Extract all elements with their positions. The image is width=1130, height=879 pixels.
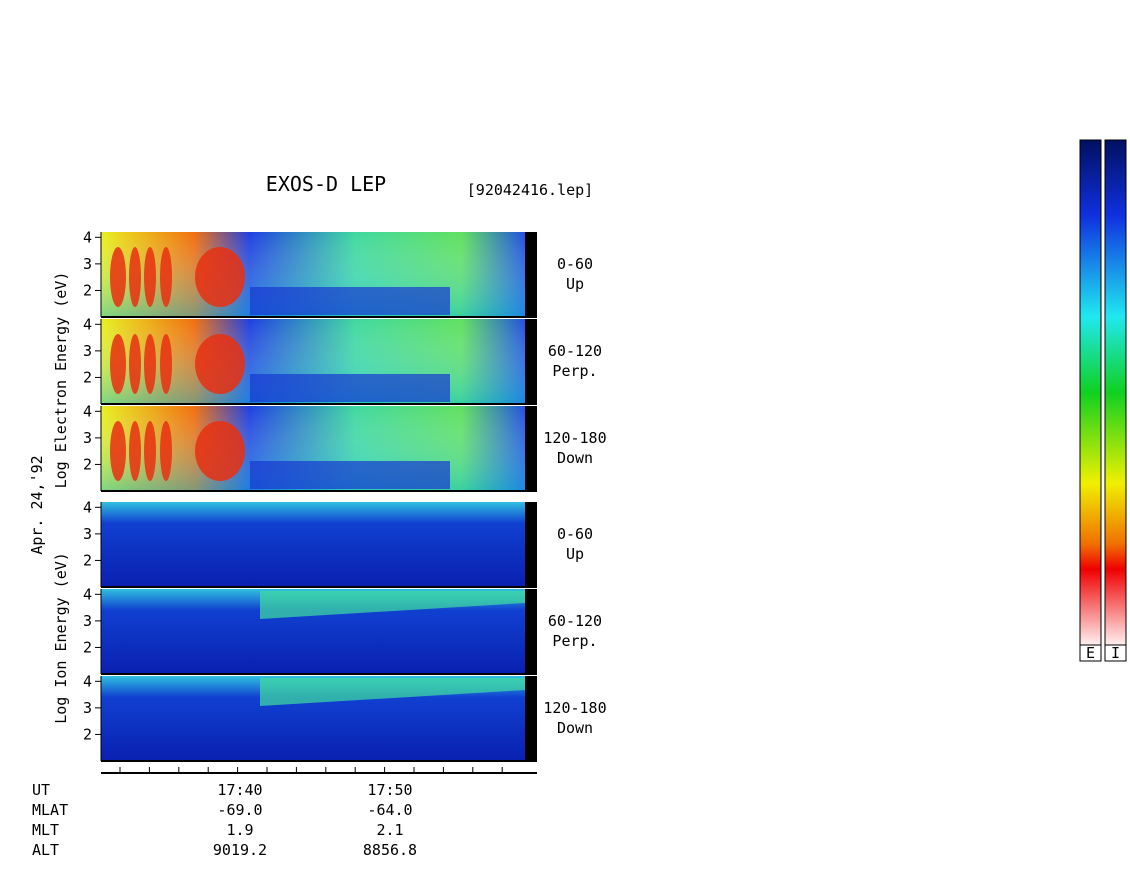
spectrogram-blob [160, 334, 172, 394]
panel-edge [525, 232, 537, 317]
color-bar-label: E [1086, 644, 1095, 662]
direction: Up [566, 275, 584, 293]
spectrogram-blob [110, 334, 126, 394]
spectrogram-band [260, 678, 525, 706]
y-tick-label: 3 [83, 612, 92, 630]
spectrogram-blob [144, 334, 156, 394]
y-tick-label: 3 [83, 525, 92, 543]
spectrogram-blob [129, 247, 141, 307]
row-label: MLT [32, 821, 59, 839]
row-value: 8856.8 [363, 841, 417, 859]
pitch-angle: 0-60 [557, 255, 593, 273]
direction: Down [557, 719, 593, 737]
direction: Up [566, 545, 584, 563]
title: EXOS-D LEP [266, 172, 386, 196]
direction: Perp. [552, 632, 597, 650]
row-value: 17:50 [367, 781, 412, 799]
spectrogram-blob [144, 247, 156, 307]
panel-edge [525, 502, 537, 587]
spectrogram-blob [129, 334, 141, 394]
panel-edge [525, 406, 537, 491]
color-bar-label: I [1111, 644, 1120, 662]
spectrogram-band [250, 287, 450, 315]
pitch-angle: 60-120 [548, 612, 602, 630]
pitch-angle: 120-180 [543, 699, 606, 717]
spectrogram-blob [110, 247, 126, 307]
spectrogram-blob [129, 421, 141, 481]
y-tick-label: 3 [83, 429, 92, 447]
y-tick-label: 4 [83, 498, 92, 516]
y-axis-label: Log Electron Energy (eV) [52, 272, 70, 489]
row-value: 9019.2 [213, 841, 267, 859]
y-tick-label: 2 [83, 368, 92, 386]
pitch-angle: 120-180 [543, 429, 606, 447]
y-tick-label: 3 [83, 342, 92, 360]
color-bar-label-box [1079, 644, 1102, 662]
color-bar [1079, 139, 1102, 646]
pitch-angle: 60-120 [548, 342, 602, 360]
spectrogram-band [260, 591, 525, 619]
y-tick-label: 3 [83, 699, 92, 717]
spectrogram-blob [195, 421, 245, 481]
y-tick-label: 2 [83, 638, 92, 656]
y-tick-label: 4 [83, 228, 92, 246]
y-axis-label: Log Ion Energy (eV) [52, 552, 70, 724]
spectrogram-blob [195, 334, 245, 394]
direction: Down [557, 449, 593, 467]
spectrogram-blob [160, 247, 172, 307]
y-tick-label: 2 [83, 455, 92, 473]
spectrogram-blob [160, 421, 172, 481]
date: Apr. 24,'92 [28, 455, 46, 554]
row-value: 1.9 [226, 821, 253, 839]
row-value: -69.0 [217, 801, 262, 819]
spectrogram-band [250, 461, 450, 489]
row-value: 2.1 [376, 821, 403, 839]
spectrogram-band [250, 374, 450, 402]
row-label: UT [32, 781, 50, 799]
spectrogram-blob [110, 421, 126, 481]
panel-edge [525, 676, 537, 761]
pitch-angle: 0-60 [557, 525, 593, 543]
y-tick-label: 4 [83, 315, 92, 333]
panel-edge [525, 319, 537, 404]
row-value: -64.0 [367, 801, 412, 819]
file-name: [92042416.lep] [467, 181, 593, 199]
y-tick-label: 2 [83, 281, 92, 299]
y-tick-label: 4 [83, 402, 92, 420]
direction: Perp. [552, 362, 597, 380]
spectrogram-blob [195, 247, 245, 307]
color-bar [1104, 139, 1127, 646]
row-value: 17:40 [217, 781, 262, 799]
color-bar-label-box [1104, 644, 1127, 662]
y-tick-label: 4 [83, 585, 92, 603]
row-label: MLAT [32, 801, 68, 819]
y-tick-label: 3 [83, 255, 92, 273]
y-tick-label: 2 [83, 551, 92, 569]
spectrogram [101, 502, 525, 587]
y-tick-label: 2 [83, 725, 92, 743]
row-label: ALT [32, 841, 59, 859]
y-tick-label: 4 [83, 672, 92, 690]
panel-edge [525, 589, 537, 674]
spectrogram-blob [144, 421, 156, 481]
